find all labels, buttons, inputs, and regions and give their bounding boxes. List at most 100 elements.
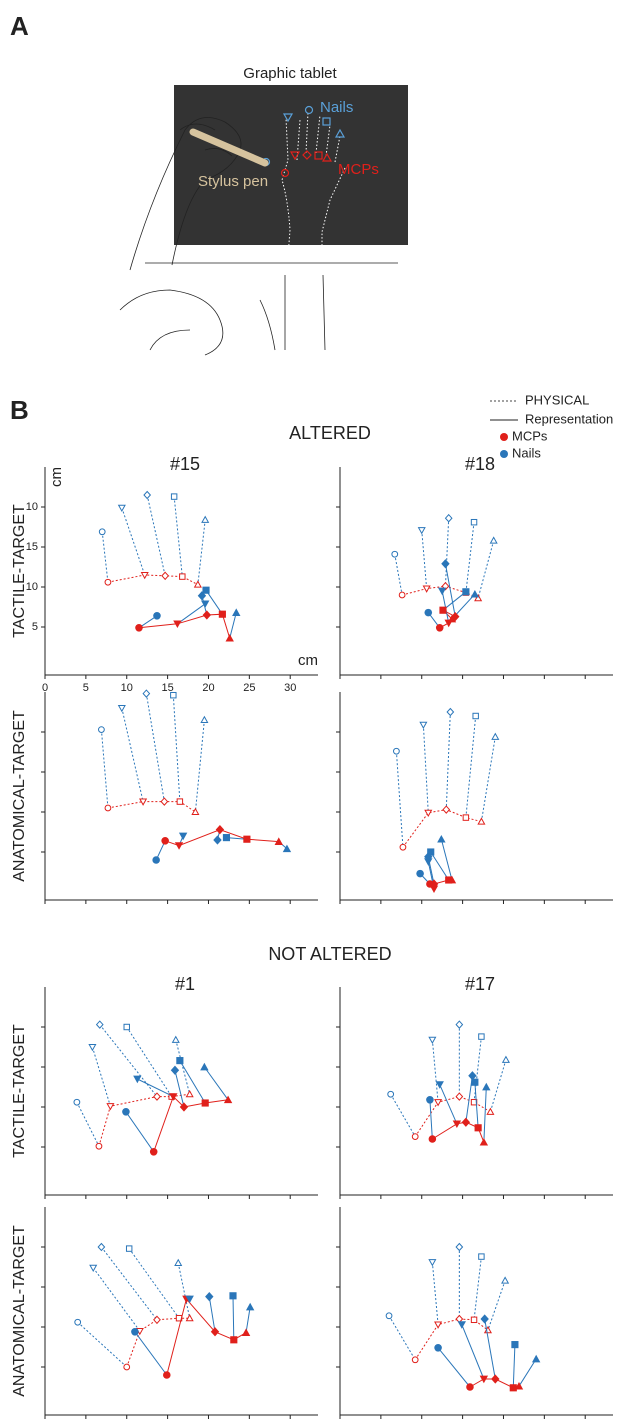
finger-link (208, 1296, 216, 1332)
marker (104, 804, 112, 812)
marker (200, 1062, 209, 1071)
marker (478, 1253, 485, 1260)
finger-link (440, 839, 453, 881)
arm-sketch (119, 117, 398, 356)
legend-label: MCPs (512, 428, 548, 443)
y-axis-label: cm (48, 467, 65, 487)
marker (424, 608, 433, 617)
marker (122, 1108, 130, 1116)
subject-label: #18 (465, 454, 495, 474)
finger-link (430, 851, 450, 881)
marker (424, 858, 433, 866)
nails-label: Nails (320, 99, 353, 116)
finger-link (461, 1324, 485, 1380)
marker (468, 1071, 477, 1081)
marker (444, 513, 453, 523)
legend-mcps-dot (500, 433, 508, 441)
marker (218, 610, 226, 618)
tablet-label: Graphic tablet (243, 65, 337, 82)
marker (179, 573, 186, 580)
marker (117, 704, 126, 713)
legend-label: PHYSICAL (525, 392, 589, 407)
marker (274, 837, 283, 845)
marker (391, 550, 399, 558)
marker (74, 1318, 82, 1326)
stylus (189, 128, 269, 167)
marker (191, 807, 200, 816)
marker (176, 1057, 184, 1065)
finger-link (477, 540, 495, 599)
finger-link (483, 1086, 487, 1143)
legend-label: Nails (512, 445, 541, 460)
marker (434, 1344, 442, 1352)
finger-link (390, 1093, 416, 1137)
x-tick-label: 15 (161, 682, 173, 694)
finger-link (194, 719, 205, 813)
marker (437, 587, 447, 596)
finger-link (388, 1315, 416, 1361)
finger-link (442, 591, 467, 611)
marker (446, 707, 455, 717)
marker (176, 798, 184, 805)
marker (98, 528, 106, 536)
marker (471, 1078, 479, 1086)
marker (455, 1092, 464, 1101)
marker (123, 1363, 131, 1371)
mcp-chain (138, 613, 231, 639)
finger-link (203, 1066, 229, 1101)
finger-link (134, 1331, 168, 1376)
marker (104, 578, 112, 586)
finger-link (487, 1280, 506, 1331)
finger-link (474, 1082, 479, 1128)
marker (474, 1124, 482, 1132)
mcp-chain (126, 1317, 190, 1368)
marker (472, 712, 479, 720)
finger-link (173, 496, 183, 577)
finger-link (465, 522, 475, 593)
finger-link (92, 1267, 141, 1332)
marker (501, 1276, 510, 1284)
marker (435, 624, 444, 632)
marker (491, 1374, 500, 1384)
marker (200, 715, 209, 724)
marker (160, 797, 169, 806)
group-title: ALTERED (289, 423, 371, 443)
marker (117, 504, 126, 513)
marker (202, 610, 212, 620)
stylus-label: Stylus pen (198, 173, 268, 190)
subject-label: #1 (175, 974, 195, 994)
finger-link (245, 1306, 251, 1333)
finger-link (429, 1099, 433, 1140)
marker (501, 1055, 510, 1063)
marker (193, 580, 202, 588)
marker (455, 1242, 464, 1252)
finger-link (121, 507, 146, 576)
finger-link (480, 736, 496, 822)
finger-link (437, 1347, 471, 1388)
marker (163, 1371, 171, 1379)
finger-link (99, 1024, 158, 1097)
row-label: TACTILE-TARGET (11, 504, 28, 638)
marker (173, 620, 182, 628)
finger-link (232, 1295, 235, 1340)
finger-link (465, 715, 477, 818)
marker (139, 798, 148, 806)
finger-link (473, 1036, 482, 1103)
marker (169, 1093, 178, 1101)
marker (161, 837, 169, 845)
finger-link (145, 693, 165, 802)
finger-link (125, 1111, 155, 1153)
marker (429, 885, 439, 893)
hand-outline (281, 111, 346, 271)
x-tick-label: 25 (243, 682, 255, 694)
marker (435, 1081, 444, 1089)
x-tick-label: 20 (202, 682, 214, 694)
finger-link (439, 1084, 458, 1125)
marker (213, 835, 222, 845)
marker (202, 586, 210, 594)
tablet (174, 85, 408, 245)
finger-link (473, 1256, 482, 1320)
marker (474, 593, 483, 602)
finger-link (512, 1344, 516, 1388)
marker (480, 1314, 489, 1324)
